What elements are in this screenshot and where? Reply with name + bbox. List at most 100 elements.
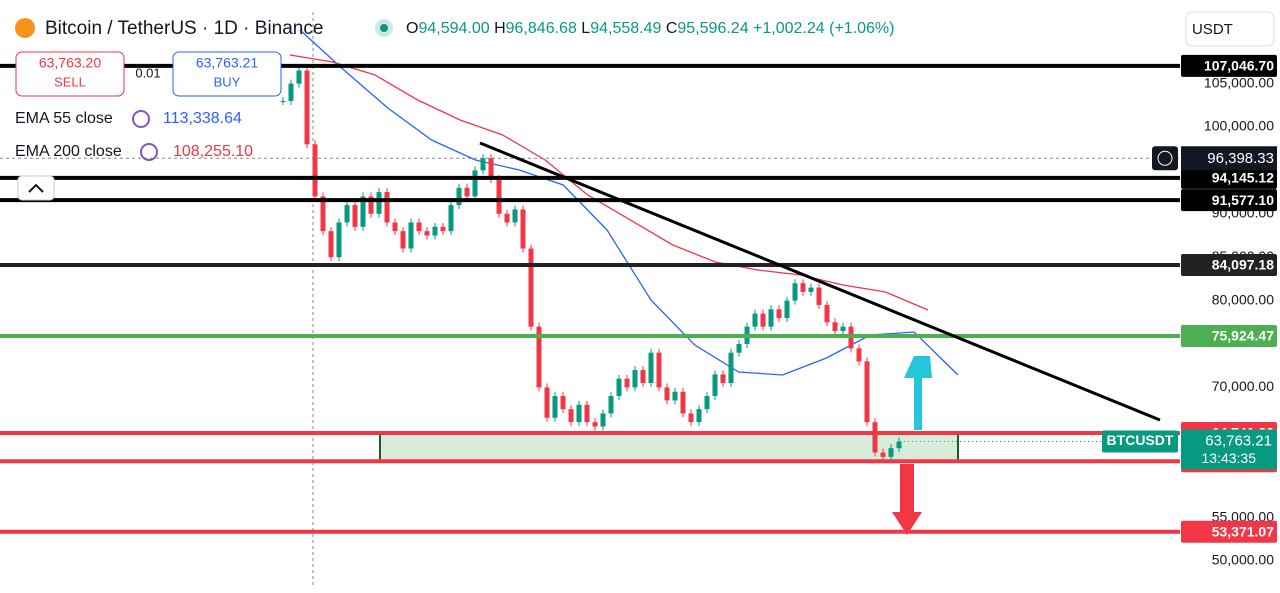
candle	[736, 343, 742, 353]
symbol-title: Bitcoin / TetherUS · 1D · Binance	[45, 18, 323, 39]
candle	[584, 404, 590, 423]
collapse-icon	[28, 183, 44, 193]
level-label: 53,371.07	[1212, 523, 1274, 539]
sell-button[interactable]	[15, 51, 125, 97]
candle	[440, 226, 446, 232]
level-badge	[1181, 520, 1277, 543]
header-bg	[0, 0, 1180, 10]
candle	[864, 361, 870, 423]
candle	[304, 70, 310, 145]
candle	[320, 196, 326, 232]
candle	[792, 283, 798, 301]
y-tick-label: 55,000.00	[1212, 508, 1274, 524]
candle	[400, 231, 406, 249]
buy-price[interactable]: 63,763.21	[196, 55, 258, 71]
candle	[856, 348, 862, 362]
h-label: H	[494, 20, 506, 37]
candle	[664, 387, 670, 401]
candle	[800, 283, 806, 292]
candle	[616, 378, 622, 397]
l-label: L	[581, 20, 590, 37]
trend-line	[479, 141, 1161, 422]
crosshair-add-button[interactable]	[1152, 146, 1178, 171]
sell-label[interactable]: SELL	[54, 74, 86, 89]
candle	[872, 422, 878, 453]
candle	[568, 409, 574, 423]
y-tick-label: 80,000.00	[1212, 291, 1274, 307]
candle	[352, 205, 358, 227]
candle	[752, 313, 758, 327]
candle	[344, 205, 350, 223]
currency-button[interactable]	[1185, 11, 1275, 47]
candle	[824, 304, 830, 323]
y-tick-label: 105,000.00	[1204, 74, 1274, 90]
level-badge	[1181, 254, 1277, 277]
candle	[432, 226, 438, 236]
candle	[480, 158, 486, 171]
candle	[416, 222, 422, 232]
change: +1,002.24 (+1.06%)	[753, 20, 894, 37]
down-arrow	[892, 464, 922, 535]
candle	[504, 213, 510, 223]
candle	[360, 196, 366, 227]
candle	[392, 222, 398, 232]
candle	[368, 196, 374, 214]
symbol-label: BTCUSDT	[1107, 432, 1174, 448]
c-label: C	[666, 20, 678, 37]
support-zone	[379, 432, 959, 463]
level-badge	[1181, 166, 1277, 189]
ohlc: O94,594.00 H96,846.68 L94,558.49 C95,596…	[406, 20, 894, 37]
candle	[520, 209, 526, 249]
marks	[0, 29, 1180, 534]
candle	[776, 309, 782, 318]
candle	[536, 326, 542, 388]
candle	[608, 396, 614, 414]
candle	[648, 352, 654, 384]
btc-icon	[15, 18, 35, 38]
candle	[784, 300, 790, 318]
candle	[712, 374, 718, 397]
sell-price[interactable]: 63,763.20	[39, 55, 101, 71]
candle	[312, 144, 318, 197]
candle	[704, 396, 710, 410]
candle	[832, 322, 838, 331]
currency[interactable]: USDT	[1192, 21, 1233, 38]
candle	[656, 352, 662, 388]
indicator-name: EMA 55 close	[15, 110, 113, 127]
indicator-name: EMA 200 close	[15, 143, 122, 160]
candle	[688, 413, 694, 423]
candle	[672, 391, 678, 401]
trade-panel: 63,763.20 SELL 0.01 63,763.21 BUY	[15, 51, 282, 97]
symbol-badge	[1102, 430, 1178, 453]
level-label: 94,145.12	[1212, 170, 1274, 186]
candle	[768, 309, 774, 327]
candle	[888, 448, 894, 457]
candle	[456, 187, 462, 206]
candle	[680, 391, 686, 414]
y-tick-label: 70,000.00	[1212, 378, 1274, 394]
buy-button[interactable]	[172, 51, 282, 97]
last-price-badge	[1181, 429, 1277, 470]
candle	[840, 326, 846, 331]
buy-label[interactable]: BUY	[214, 74, 241, 89]
candle	[280, 100, 286, 102]
collapse-button[interactable]	[17, 175, 55, 201]
candle	[696, 409, 702, 423]
candle	[512, 209, 518, 223]
crosshair-label: 96,398.33	[1207, 150, 1274, 167]
candle	[336, 222, 342, 258]
candle	[528, 248, 534, 327]
ema-line	[289, 54, 929, 311]
indicator-value: 108,255.10	[173, 143, 253, 160]
l-value: 94,558.49	[590, 20, 661, 37]
candle	[560, 396, 566, 410]
quantity[interactable]: 0.01	[135, 65, 160, 80]
legend: EMA 55 close 113,338.64 EMA 200 close 108,2…	[15, 110, 253, 161]
candle	[424, 231, 430, 236]
candle	[464, 187, 470, 197]
candle	[472, 170, 478, 197]
candle	[640, 370, 646, 384]
up-arrow	[904, 356, 933, 430]
